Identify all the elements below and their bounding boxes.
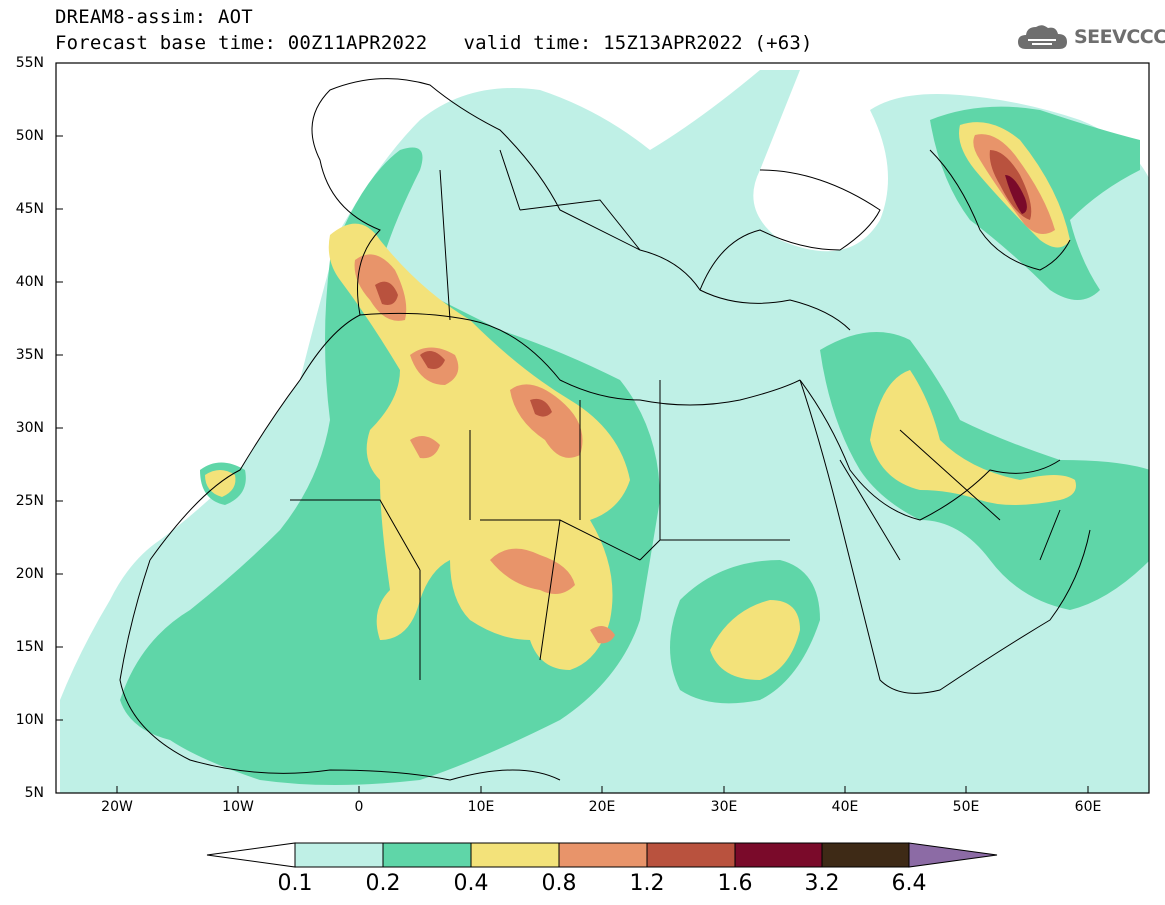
lon-label-60e: 60E (1074, 799, 1102, 815)
colorbar-label-3.2: 3.2 (804, 871, 840, 896)
lat-label-40n: 40N (15, 274, 44, 290)
coastlines (119, 78, 1091, 781)
lon-label-20e: 20E (588, 799, 616, 815)
lat-label-30n: 30N (15, 420, 44, 436)
lat-label-5n: 5N (24, 785, 44, 801)
logo-text: SEEVCCC (1074, 26, 1165, 48)
colorbar-label-0.1: 0.1 (277, 871, 313, 896)
lat-label-25n: 25N (15, 493, 44, 509)
base-time: Forecast base time: 00Z11APR2022 (55, 32, 428, 54)
aot-level-1.6 (1005, 175, 1027, 214)
colorbar-label-0.8: 0.8 (541, 871, 577, 896)
seevccc-logo: SEEVCCC (1016, 22, 1165, 52)
lat-label-10n: 10N (15, 712, 44, 728)
model-title: DREAM8-assim: AOT (55, 6, 253, 28)
lon-label-30e: 30E (710, 799, 738, 815)
axis-ticks (56, 62, 1089, 793)
colorbar-label-0.4: 0.4 (453, 871, 489, 896)
lon-label-10e: 10E (467, 799, 495, 815)
lat-label-35n: 35N (15, 347, 44, 363)
forecast-times: Forecast base time: 00Z11APR2022 valid ti… (55, 32, 813, 54)
lat-label-15n: 15N (15, 639, 44, 655)
cloud-icon (1018, 25, 1067, 49)
colorbar-label-0.2: 0.2 (365, 871, 401, 896)
lat-label-55n: 55N (15, 55, 44, 71)
lon-label-50e: 50E (952, 799, 980, 815)
colorbar-label-6.4: 6.4 (891, 871, 927, 896)
lon-label-10w: 10W (222, 799, 254, 815)
lat-label-20n: 20N (15, 566, 44, 582)
lon-label-40e: 40E (831, 799, 859, 815)
colorbar-label-1.2: 1.2 (629, 871, 665, 896)
lon-label-20w: 20W (101, 799, 133, 815)
lon-label-0: 0 (354, 799, 364, 815)
colorbar-label-1.6: 1.6 (717, 871, 753, 896)
lat-label-50n: 50N (15, 128, 44, 144)
valid-time: valid time: 15Z13APR2022 (+63) (463, 32, 813, 54)
lat-label-45n: 45N (15, 201, 44, 217)
aot-fields (56, 63, 1149, 793)
